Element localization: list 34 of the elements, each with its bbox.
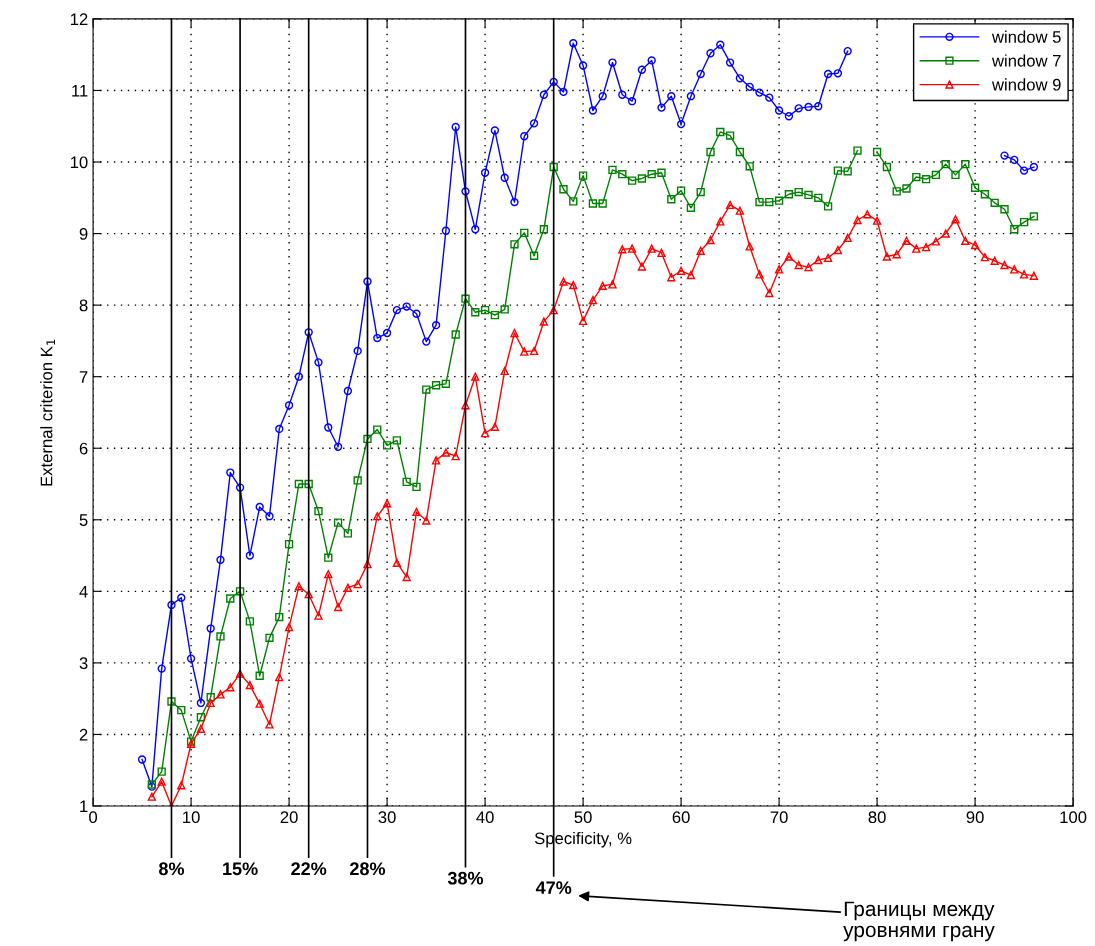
legend-label: window 7 <box>991 54 1061 67</box>
x-tick-label: 100 <box>1060 811 1087 824</box>
ref-line-label: 22% <box>291 862 327 876</box>
x-tick-label: 40 <box>476 811 494 824</box>
x-tick-label: 0 <box>89 811 98 824</box>
y-tick-label: 7 <box>79 371 88 383</box>
y-tick-label: 12 <box>70 13 88 25</box>
legend-label: window 5 <box>991 30 1061 43</box>
ref-line-label: 15% <box>223 862 258 876</box>
x-tick-label: 20 <box>280 811 298 824</box>
y-tick-label: 6 <box>79 442 88 455</box>
y-tick-label: 2 <box>79 728 88 741</box>
x-tick-label: 50 <box>574 811 592 824</box>
x-tick-label: 30 <box>378 811 396 824</box>
y-tick-label: 10 <box>70 156 88 169</box>
ref-line-label: 28% <box>350 862 386 876</box>
text: Границы между уровнями грану <box>843 901 995 942</box>
ref-line-label: 47% <box>535 881 572 894</box>
y-tick-label: 8 <box>79 299 88 312</box>
x-tick-label: 70 <box>770 811 788 824</box>
y-axis-title: External criterion K$_{1}$ <box>40 339 55 486</box>
x-tick-label: 90 <box>966 811 984 824</box>
ref-line-label: 8% <box>159 862 185 876</box>
legend-label: window 9 <box>991 78 1061 91</box>
y-tick-label: 11 <box>72 85 88 97</box>
y-tick-label: 3 <box>79 657 88 670</box>
ref-line-label: 38% <box>447 871 484 885</box>
y-tick-label: 1 <box>80 800 88 813</box>
x-tick-label: 10 <box>183 811 200 824</box>
y-tick-label: 4 <box>79 585 88 598</box>
y-tick-label: 5 <box>79 514 88 526</box>
y-tick-label: 9 <box>79 227 88 240</box>
x-tick-label: 80 <box>868 811 886 824</box>
x-tick-label: 60 <box>672 811 690 824</box>
